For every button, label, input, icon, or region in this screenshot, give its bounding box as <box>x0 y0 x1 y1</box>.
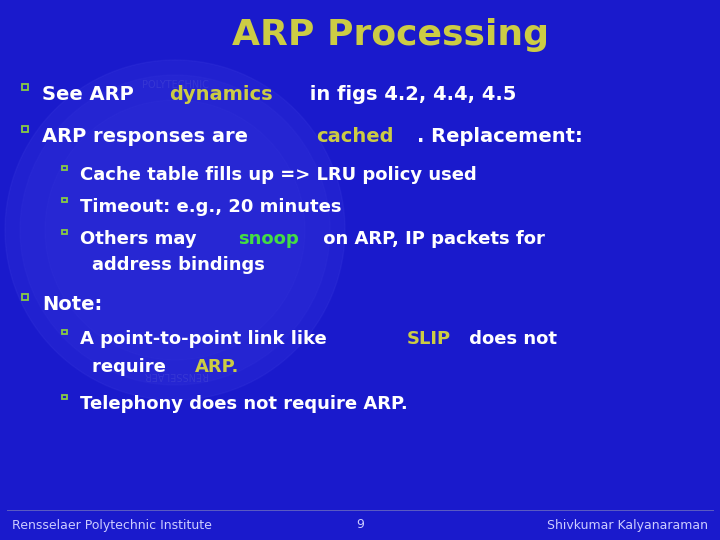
Text: Cache table fills up => LRU policy used: Cache table fills up => LRU policy used <box>80 166 477 184</box>
Text: ARP responses are: ARP responses are <box>42 127 255 146</box>
Text: in figs 4.2, 4.4, 4.5: in figs 4.2, 4.4, 4.5 <box>303 85 516 104</box>
Text: 9: 9 <box>356 518 364 531</box>
Text: snoop: snoop <box>238 230 300 248</box>
Text: does not: does not <box>464 330 557 348</box>
Bar <box>22 84 27 90</box>
Bar <box>62 198 67 202</box>
Text: SLIP: SLIP <box>407 330 451 348</box>
Text: Rensselaer Polytechnic Institute: Rensselaer Polytechnic Institute <box>12 518 212 531</box>
Circle shape <box>5 60 345 400</box>
Circle shape <box>20 75 330 385</box>
Text: Telephony does not require ARP.: Telephony does not require ARP. <box>80 395 408 413</box>
Text: A point-to-point link like: A point-to-point link like <box>80 330 333 348</box>
Text: dynamics: dynamics <box>169 85 273 104</box>
Bar <box>62 329 67 334</box>
Bar <box>62 166 67 171</box>
Bar <box>22 294 27 300</box>
Text: . Replacement:: . Replacement: <box>416 127 582 146</box>
Circle shape <box>45 100 305 360</box>
Text: See ARP: See ARP <box>42 85 140 104</box>
Text: Timeout: e.g., 20 minutes: Timeout: e.g., 20 minutes <box>80 198 341 216</box>
Bar <box>22 126 27 132</box>
Text: Others may: Others may <box>80 230 203 248</box>
Text: Note:: Note: <box>42 295 102 314</box>
Bar <box>62 395 67 400</box>
Text: ARP Processing: ARP Processing <box>232 18 549 52</box>
Text: RENSSELAER: RENSSELAER <box>143 370 207 380</box>
Text: require: require <box>92 358 172 376</box>
Text: Shivkumar Kalyanaraman: Shivkumar Kalyanaraman <box>547 518 708 531</box>
Text: cached: cached <box>317 127 394 146</box>
Text: ARP.: ARP. <box>195 358 240 376</box>
Text: POLYTECHNIC: POLYTECHNIC <box>142 80 208 90</box>
Bar <box>62 230 67 234</box>
Text: on ARP, IP packets for: on ARP, IP packets for <box>317 230 545 248</box>
Text: address bindings: address bindings <box>92 256 265 274</box>
